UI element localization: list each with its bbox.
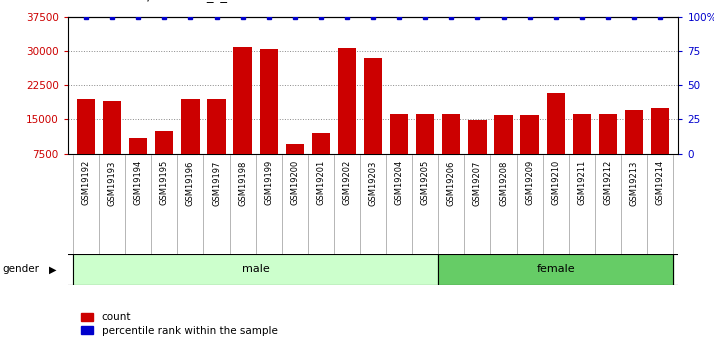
Text: GSM19210: GSM19210 <box>551 160 560 205</box>
Text: GSM19214: GSM19214 <box>655 160 665 205</box>
Bar <box>438 254 673 285</box>
Text: GSM19199: GSM19199 <box>264 160 273 205</box>
Text: GSM19213: GSM19213 <box>630 160 638 206</box>
Text: GSM19202: GSM19202 <box>343 160 351 205</box>
Text: GSM19208: GSM19208 <box>499 160 508 206</box>
Text: GSM19193: GSM19193 <box>108 160 116 206</box>
Text: GSM19192: GSM19192 <box>81 160 91 205</box>
Bar <box>129 138 147 188</box>
Bar <box>651 108 669 188</box>
Bar <box>442 114 461 188</box>
Text: GSM19200: GSM19200 <box>291 160 299 205</box>
Bar <box>207 99 226 188</box>
Bar <box>286 145 304 188</box>
Text: GSM19197: GSM19197 <box>212 160 221 206</box>
Bar <box>390 114 408 188</box>
Text: GSM19195: GSM19195 <box>160 160 169 205</box>
Bar <box>77 99 95 188</box>
Bar <box>155 131 174 188</box>
Text: GSM19209: GSM19209 <box>525 160 534 205</box>
Text: GSM19207: GSM19207 <box>473 160 482 206</box>
Bar <box>468 120 486 188</box>
Text: GSM19201: GSM19201 <box>316 160 326 205</box>
Bar <box>573 114 591 188</box>
Bar <box>625 110 643 188</box>
Text: GSM19196: GSM19196 <box>186 160 195 206</box>
Bar <box>103 101 121 188</box>
Text: GSM19205: GSM19205 <box>421 160 430 205</box>
Bar <box>416 114 434 188</box>
Text: male: male <box>242 265 270 274</box>
Text: GSM19204: GSM19204 <box>395 160 403 205</box>
Bar <box>338 48 356 188</box>
Bar <box>312 133 330 188</box>
Text: GDS564 / 207323_s_at: GDS564 / 207323_s_at <box>89 0 241 2</box>
Text: GSM19198: GSM19198 <box>238 160 247 206</box>
Bar <box>599 114 617 188</box>
Bar <box>364 58 382 188</box>
Bar <box>260 49 278 188</box>
Bar <box>73 254 438 285</box>
Text: GSM19211: GSM19211 <box>578 160 586 205</box>
Bar <box>233 47 252 188</box>
Text: GSM19203: GSM19203 <box>368 160 378 206</box>
Bar <box>546 93 565 188</box>
Bar <box>494 115 513 188</box>
Bar <box>181 99 200 188</box>
Text: female: female <box>536 265 575 274</box>
Text: GSM19212: GSM19212 <box>603 160 613 205</box>
Text: GSM19206: GSM19206 <box>447 160 456 206</box>
Bar <box>521 115 539 188</box>
Text: gender: gender <box>2 265 39 274</box>
Text: ▶: ▶ <box>49 265 56 274</box>
Legend: count, percentile rank within the sample: count, percentile rank within the sample <box>76 308 281 340</box>
Text: GSM19194: GSM19194 <box>134 160 143 205</box>
